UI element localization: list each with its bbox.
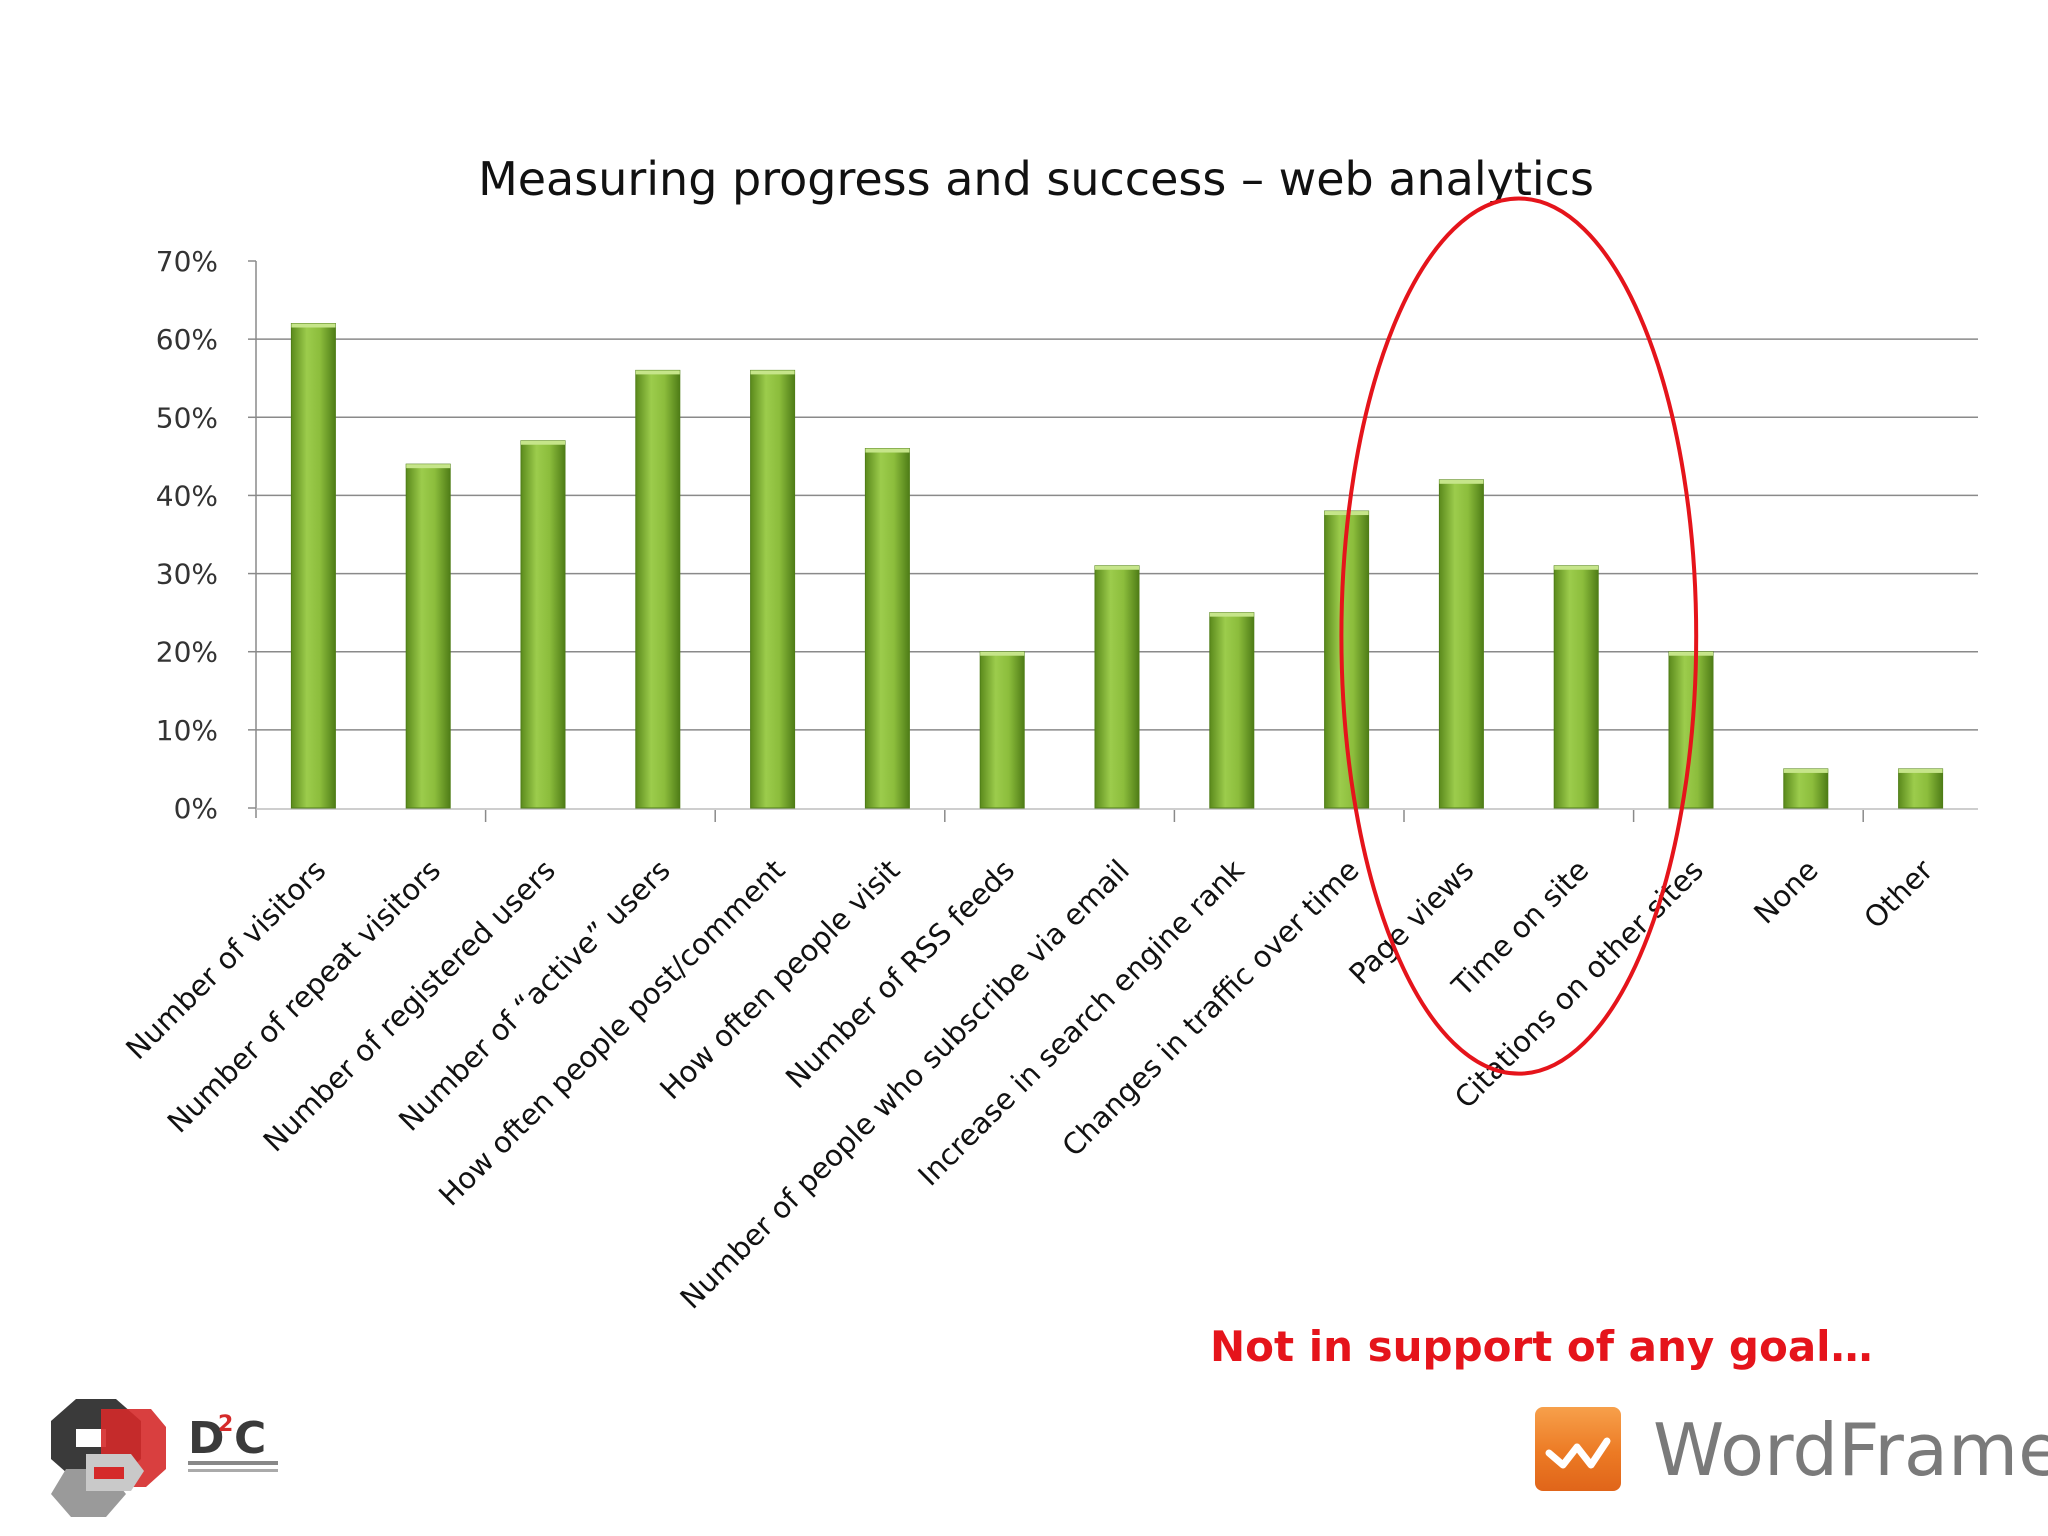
svg-text:D: D [188, 1413, 225, 1464]
y-tick-label: 60% [156, 323, 218, 356]
bar [864, 448, 910, 809]
annotation-text: Not in support of any goal… [1210, 1322, 1873, 1371]
bar [979, 651, 1025, 809]
y-tick-label: 20% [156, 636, 218, 669]
wordframe-text: WordFrame [1653, 1408, 2048, 1492]
bar [1553, 565, 1599, 809]
axes [248, 260, 1978, 822]
bar-cap [1209, 612, 1254, 617]
bar-cap [1669, 651, 1713, 656]
chart-title: Measuring progress and success – web ana… [478, 152, 1594, 206]
y-tick-label: 50% [156, 401, 218, 434]
bar [1898, 768, 1944, 809]
bar-cap [980, 651, 1025, 656]
bar [750, 369, 796, 809]
y-tick-label: 10% [156, 714, 218, 747]
y-tick-label: 0% [174, 792, 218, 825]
bar-cap [865, 448, 910, 453]
bar [1438, 479, 1484, 809]
bar-cap [1783, 768, 1828, 773]
category-label: Other [1857, 853, 1939, 935]
bar-cap [1439, 479, 1484, 484]
category-label: How often people visit [653, 853, 906, 1106]
bar [520, 440, 566, 809]
bars [290, 323, 1944, 809]
bar [635, 369, 681, 809]
bar-cap [635, 370, 680, 375]
bar-cap [1554, 565, 1599, 570]
bar-cap [291, 323, 336, 328]
svg-text:C: C [234, 1413, 266, 1464]
d2c-logo: D 2 C [38, 1395, 298, 1520]
y-tick-label: 70% [156, 245, 218, 278]
bar [405, 463, 451, 809]
svg-text:2: 2 [218, 1412, 233, 1437]
bar [1783, 768, 1829, 809]
bar [290, 323, 336, 809]
wordframe-logo: WordFrame [1535, 1405, 2048, 1505]
bar-cap [521, 440, 565, 445]
bar-cap [1898, 768, 1943, 773]
wordframe-icon [1535, 1407, 1621, 1491]
highlight-ellipse [1339, 196, 1699, 1076]
category-label: None [1747, 853, 1825, 931]
y-tick-label: 40% [156, 479, 218, 512]
y-tick-label: 30% [156, 558, 218, 591]
category-label: Number of visitors [119, 853, 332, 1066]
bar [1209, 612, 1255, 809]
bar [1094, 565, 1140, 809]
category-label: Number of RSS feeds [779, 853, 1021, 1095]
bar-cap [750, 370, 795, 375]
bar-cap [1095, 565, 1139, 570]
bar-cap [406, 464, 451, 469]
y-tick-labels: 0% 10% 20% 30% 40% 50% 60% 70% [156, 245, 218, 825]
bar [1324, 510, 1370, 809]
